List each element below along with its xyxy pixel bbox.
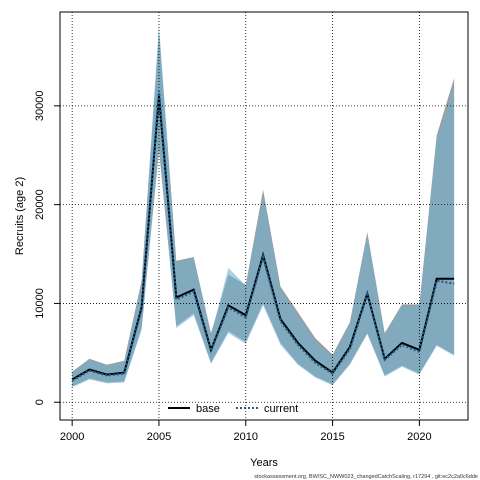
band-current: [72, 24, 455, 388]
y-axis: 0 10000 20000 30000: [34, 91, 60, 405]
x-axis-title: Years: [250, 457, 278, 469]
gridlines: [60, 12, 468, 420]
x-tick-label-2015: 2015: [320, 431, 344, 443]
y-tick-label-0: 0: [34, 399, 46, 405]
footnote: stockassessment.org, BW/SC_NWW023_change…: [254, 474, 478, 480]
y-tick-label-10000: 10000: [34, 288, 46, 319]
legend-label-base: base: [196, 403, 220, 415]
line-current: [71, 90, 455, 382]
legend: base current: [168, 403, 298, 415]
y-tick-label-30000: 30000: [34, 91, 46, 122]
x-tick-label-2020: 2020: [407, 431, 431, 443]
legend-label-current: current: [264, 403, 298, 415]
x-axis: 2000 2005 2010 2015 2020: [60, 420, 432, 443]
x-tick-label-2000: 2000: [60, 431, 84, 443]
y-axis-title: Recruits (age 2): [14, 177, 26, 255]
confidence-bands: [72, 24, 455, 388]
x-tick-label-2005: 2005: [147, 431, 171, 443]
plot-frame: [59, 11, 469, 421]
series-lines: [71, 90, 455, 382]
x-tick-label-2010: 2010: [234, 431, 258, 443]
y-tick-label-20000: 20000: [34, 189, 46, 220]
